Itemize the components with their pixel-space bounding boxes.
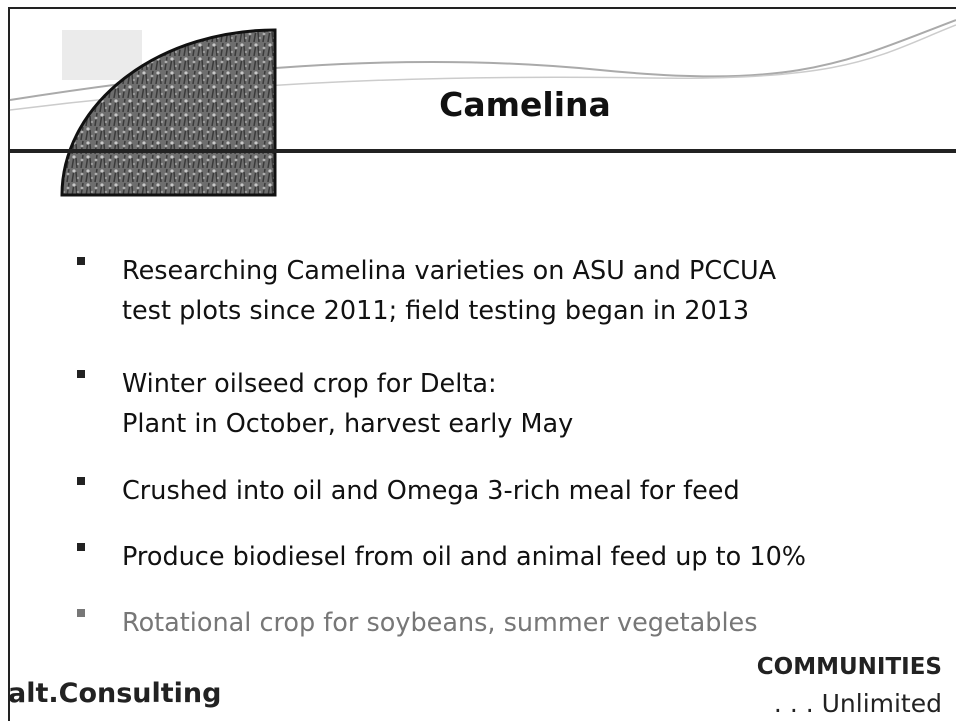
- page: Camelina Researching Camelina varieties …: [0, 0, 956, 721]
- bullet-marker: [77, 257, 85, 265]
- slide: Camelina Researching Camelina varieties …: [0, 0, 956, 721]
- bullet-text: Winter oilseed crop for Delta:: [122, 369, 497, 399]
- title: Camelina: [439, 85, 611, 124]
- bullet-text: Crushed into oil and Omega 3-rich meal f…: [122, 476, 740, 506]
- bullet-text: test plots since 2011; field testing beg…: [122, 296, 749, 326]
- bullet-marker: [77, 370, 85, 378]
- bullet-marker: [77, 609, 85, 617]
- footer-right-bottom: . . . Unlimited: [774, 689, 942, 718]
- bullet-list: Researching Camelina varieties on ASU an…: [77, 256, 806, 638]
- bullet-marker: [77, 477, 85, 485]
- bullet-text: Researching Camelina varieties on ASU an…: [122, 256, 777, 286]
- bullet-text: Rotational crop for soybeans, summer veg…: [122, 608, 758, 638]
- bullet-text: Produce biodiesel from oil and animal fe…: [122, 542, 806, 572]
- footer-left: alt.Consulting: [8, 678, 221, 709]
- bullet-text: Plant in October, harvest early May: [122, 409, 573, 439]
- footer-right-top: COMMUNITIES: [757, 654, 942, 680]
- bullet-marker: [77, 543, 85, 551]
